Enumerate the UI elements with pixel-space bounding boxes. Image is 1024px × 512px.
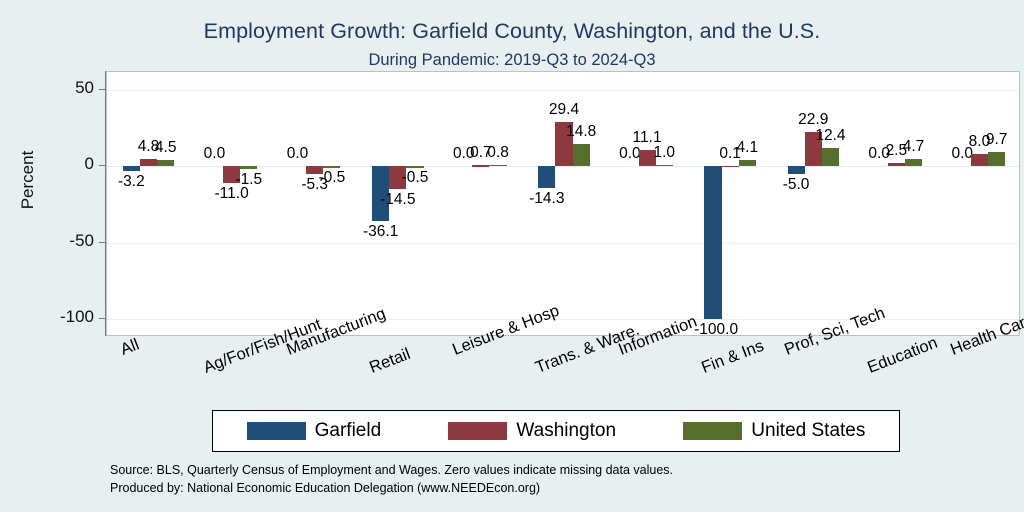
bar-value-label: 0.0: [619, 145, 641, 163]
bar-us: [240, 166, 258, 169]
y-axis-tick: [99, 317, 106, 319]
footer-producer-line: Produced by: National Economic Education…: [110, 481, 541, 496]
bar-value-label: 4.7: [902, 138, 925, 156]
bar-value-label: 1.0: [653, 143, 676, 161]
bar-us: [572, 143, 590, 167]
bar-us: [489, 165, 507, 167]
legend-item-us[interactable]: United States: [683, 420, 865, 442]
bar-value-label: -5.0: [782, 176, 810, 194]
bar-value-label: -100.0: [694, 320, 739, 338]
bar-us: [738, 160, 756, 167]
bar-value-label: 29.4: [548, 100, 580, 118]
bar-us: [157, 159, 175, 167]
gridline: [107, 318, 1019, 320]
bar-garfield: [122, 166, 140, 172]
y-axis-tick: [99, 89, 106, 91]
x-axis-label: Fin & Ins: [699, 336, 767, 377]
bar-value-label: -1.5: [235, 170, 263, 188]
bar-washington: [555, 121, 573, 167]
bar-value-label: 4.5: [154, 138, 177, 156]
bar-value-label: 12.4: [815, 126, 846, 144]
y-axis-tick: [99, 165, 106, 167]
footer-note: Source: BLS, Quarterly Census of Employm…: [110, 461, 673, 497]
y-axis-tick: [99, 241, 106, 243]
legend-label: Washington: [516, 420, 617, 441]
bar-value-label: -0.5: [401, 169, 429, 187]
bar-us: [988, 151, 1006, 167]
bar-washington: [970, 154, 989, 167]
plot-area: -3.2 4.8 4.5 0.0 -11.0 -1.5 0.0 -5.3 -0.5 -36.1 -1…: [106, 71, 1020, 338]
bar-garfield: [372, 166, 390, 222]
chart-subtitle: During Pandemic: 2019-Q3 to 2024-Q3: [368, 51, 656, 69]
bar-value-label: -11.0: [214, 185, 249, 203]
legend-label: United States: [751, 420, 866, 441]
bar-value-label: 0.8: [487, 144, 509, 162]
x-axis-label: Retail: [366, 344, 413, 377]
bar-garfield: [704, 166, 722, 319]
zero-line: [107, 166, 1019, 168]
legend-item-washington[interactable]: Washington: [448, 420, 616, 442]
bar-value-label: -14.3: [529, 190, 565, 208]
legend-label: Garfield: [314, 420, 382, 441]
bar-value-label: 0.1: [719, 145, 741, 163]
bar-washington: [638, 149, 656, 167]
bar-value-label: 4.1: [736, 139, 759, 157]
bar-garfield: [787, 166, 805, 175]
bar-us: [904, 159, 923, 167]
bar-value-label: -0.5: [318, 169, 346, 187]
bar-washington: [389, 166, 407, 189]
bar-value-label: -3.2: [117, 173, 145, 191]
bar-garfield: [538, 166, 556, 189]
gridline: [107, 242, 1019, 244]
legend-swatch-icon: [246, 422, 306, 440]
bar-value-label: 22.9: [798, 110, 829, 128]
bar-us: [821, 147, 840, 167]
chart-title: Employment Growth: Garfield County, Wash…: [203, 19, 821, 43]
y-axis-tick-label: 0: [84, 154, 94, 174]
bar-washington: [472, 165, 490, 167]
bar-value-label: -36.1: [362, 223, 399, 241]
bar-value-label: 14.8: [566, 122, 597, 140]
legend-item-garfield[interactable]: Garfield: [246, 420, 382, 442]
bar-value-label: 0.0: [203, 145, 226, 163]
y-axis-tick-label: 50: [75, 78, 94, 98]
bar-value-label: 8.0: [968, 133, 991, 151]
bar-washington: [223, 166, 241, 184]
legend: Garfield Washington United States: [212, 410, 900, 452]
y-axis-title: Percent: [18, 150, 37, 210]
x-axis-label: Education: [865, 333, 941, 377]
bar-value-label: 11.1: [632, 128, 662, 146]
legend-swatch-icon: [683, 422, 743, 440]
bar-value-label: 0.0: [286, 145, 309, 163]
bar-washington: [721, 166, 739, 168]
bar-value-label: 0.0: [951, 145, 974, 163]
bar-value-label: -14.5: [380, 190, 416, 208]
y-axis-tick-label: -50: [69, 230, 94, 250]
gridline: [107, 90, 1019, 92]
bar-washington: [887, 162, 905, 167]
bar-us: [323, 166, 341, 168]
x-axis-label: All: [117, 335, 142, 359]
bar-value-label: 0.0: [868, 145, 890, 163]
bar-us: [655, 164, 673, 167]
bar-washington: [139, 159, 158, 167]
bar-washington: [804, 131, 822, 167]
legend-swatch-icon: [448, 422, 508, 440]
bar-value-label: 0.0: [452, 145, 475, 163]
bar-value-label: 2.5: [885, 141, 908, 159]
bar-value-label: 4.8: [137, 138, 160, 156]
y-axis-tick-label: -100: [59, 306, 94, 326]
bar-value-label: -5.3: [301, 176, 329, 194]
footer-source-line: Source: BLS, Quarterly Census of Employm…: [110, 463, 674, 477]
bar-value-label: 9.7: [985, 130, 1008, 148]
y-axis-line: [105, 71, 106, 336]
bar-us: [406, 166, 424, 168]
bar-washington: [306, 166, 324, 175]
bar-value-label: 0.7: [470, 144, 492, 162]
